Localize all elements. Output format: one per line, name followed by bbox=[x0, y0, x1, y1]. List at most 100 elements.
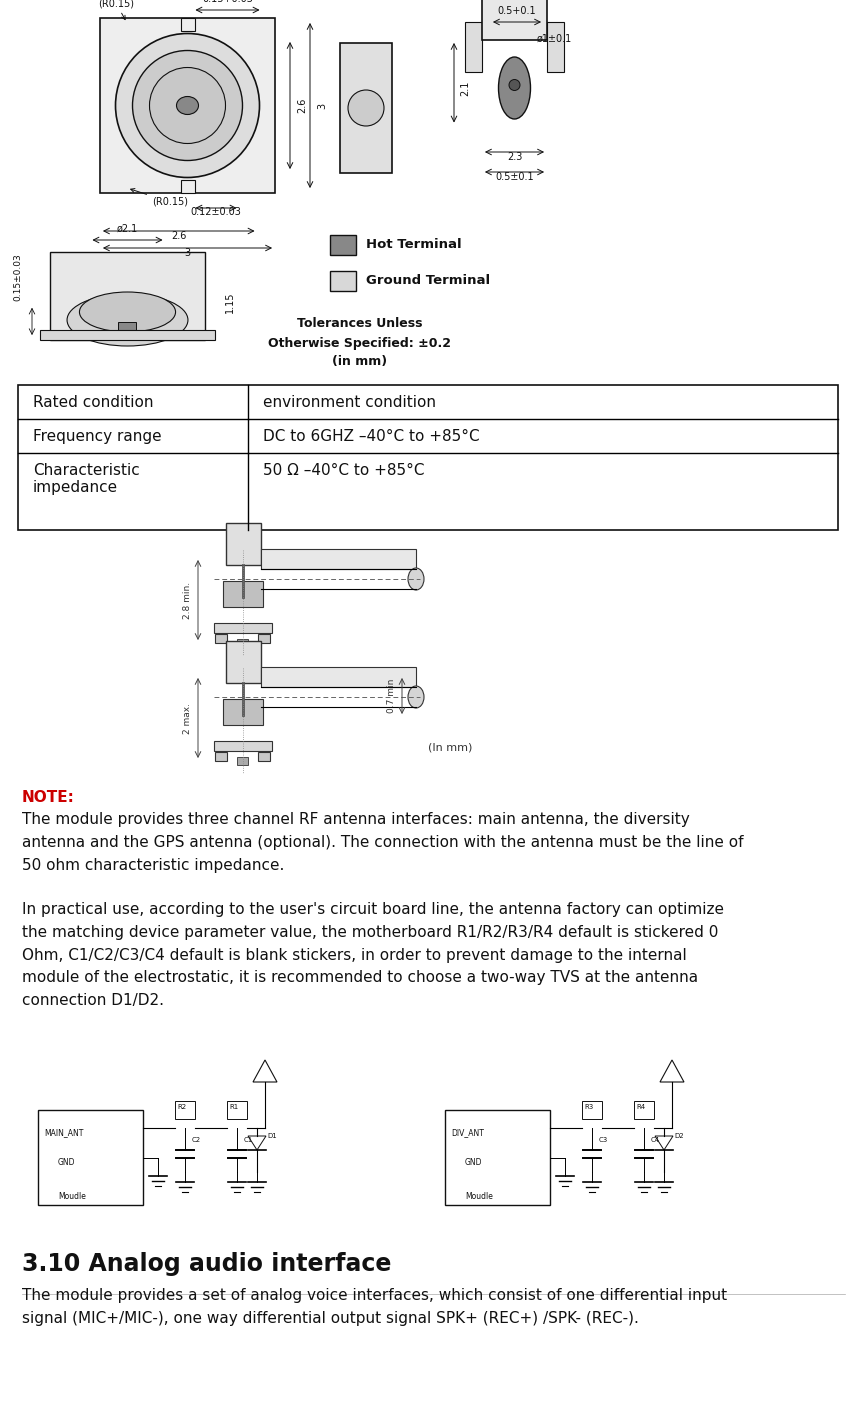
Bar bbox=[119, 323, 137, 335]
Bar bbox=[258, 752, 270, 761]
Bar bbox=[445, 1110, 550, 1205]
Text: R1: R1 bbox=[229, 1105, 238, 1110]
Text: C3: C3 bbox=[599, 1137, 608, 1143]
Text: 0.5+0.1: 0.5+0.1 bbox=[497, 6, 536, 15]
Text: 3: 3 bbox=[317, 103, 327, 108]
Circle shape bbox=[150, 68, 226, 144]
Bar bbox=[181, 180, 195, 193]
Text: 0.15±0.03: 0.15±0.03 bbox=[14, 254, 22, 302]
Bar bbox=[237, 640, 248, 647]
Text: C4: C4 bbox=[651, 1137, 660, 1143]
Bar bbox=[38, 1110, 143, 1205]
Text: C1: C1 bbox=[244, 1137, 253, 1143]
Polygon shape bbox=[660, 1060, 684, 1082]
Text: (In mm): (In mm) bbox=[428, 743, 472, 752]
Ellipse shape bbox=[80, 292, 176, 333]
Text: R2: R2 bbox=[177, 1105, 186, 1110]
Bar bbox=[582, 1100, 602, 1119]
Ellipse shape bbox=[176, 96, 198, 114]
Text: Characteristic
impedance: Characteristic impedance bbox=[33, 464, 140, 496]
Bar bbox=[465, 23, 482, 72]
Text: 0.5±0.1: 0.5±0.1 bbox=[495, 172, 534, 182]
Bar bbox=[547, 23, 564, 72]
Bar bbox=[237, 757, 248, 765]
Text: D1: D1 bbox=[267, 1133, 277, 1138]
Text: 2 max.: 2 max. bbox=[183, 703, 193, 734]
Text: (R0.15): (R0.15) bbox=[131, 189, 188, 207]
Bar bbox=[175, 1100, 195, 1119]
Text: The module provides a set of analog voice interfaces, which consist of one diffe: The module provides a set of analog voic… bbox=[22, 1288, 727, 1326]
Text: DIV_ANT: DIV_ANT bbox=[451, 1129, 484, 1137]
Text: DC to 6GHZ –40°C to +85°C: DC to 6GHZ –40°C to +85°C bbox=[263, 428, 479, 444]
Text: Tolerances Unless: Tolerances Unless bbox=[298, 317, 423, 330]
Bar bbox=[215, 634, 227, 643]
Bar bbox=[18, 385, 838, 530]
Text: 2.3: 2.3 bbox=[507, 152, 522, 162]
Circle shape bbox=[348, 90, 384, 125]
Bar bbox=[223, 581, 263, 607]
Bar bbox=[226, 523, 261, 565]
Text: 3.10 Analog audio interface: 3.10 Analog audio interface bbox=[22, 1253, 391, 1277]
Ellipse shape bbox=[408, 568, 424, 590]
Text: C2: C2 bbox=[192, 1137, 202, 1143]
Bar bbox=[226, 641, 261, 683]
Text: 2.6: 2.6 bbox=[171, 231, 187, 241]
Text: Moudle: Moudle bbox=[58, 1192, 86, 1200]
Text: 0.12±0.03: 0.12±0.03 bbox=[190, 207, 241, 217]
Bar bbox=[261, 550, 416, 569]
Text: R4: R4 bbox=[636, 1105, 645, 1110]
Text: 50 Ω –40°C to +85°C: 50 Ω –40°C to +85°C bbox=[263, 464, 425, 478]
Text: Ground Terminal: Ground Terminal bbox=[366, 275, 490, 287]
Bar bbox=[258, 634, 270, 643]
Circle shape bbox=[116, 34, 260, 178]
Text: ø2.1: ø2.1 bbox=[117, 224, 138, 234]
Text: 2.6: 2.6 bbox=[297, 97, 307, 113]
Bar bbox=[330, 235, 356, 255]
Text: Rated condition: Rated condition bbox=[33, 395, 153, 410]
Text: In practical use, according to the user's circuit board line, the antenna factor: In practical use, according to the user'… bbox=[22, 902, 724, 1009]
Text: NOTE:: NOTE: bbox=[22, 790, 75, 805]
Polygon shape bbox=[248, 1136, 266, 1150]
Text: Moudle: Moudle bbox=[465, 1192, 493, 1200]
Text: 3: 3 bbox=[184, 248, 190, 258]
Circle shape bbox=[132, 51, 242, 161]
Bar bbox=[261, 666, 416, 688]
Bar bbox=[482, 0, 547, 39]
Text: Hot Terminal: Hot Terminal bbox=[366, 238, 462, 251]
Text: The module provides three channel RF antenna interfaces: main antenna, the diver: The module provides three channel RF ant… bbox=[22, 812, 744, 872]
Text: environment condition: environment condition bbox=[263, 395, 436, 410]
Text: Otherwise Specified: ±0.2: Otherwise Specified: ±0.2 bbox=[268, 337, 452, 349]
Bar bbox=[214, 741, 272, 751]
Bar bbox=[100, 18, 275, 193]
Polygon shape bbox=[253, 1060, 277, 1082]
Text: MAIN_ANT: MAIN_ANT bbox=[44, 1129, 83, 1137]
Polygon shape bbox=[655, 1136, 673, 1150]
Text: 2.8 min.: 2.8 min. bbox=[183, 582, 193, 619]
Bar bbox=[214, 623, 272, 633]
Ellipse shape bbox=[498, 56, 530, 118]
Text: ø1±0.1: ø1±0.1 bbox=[537, 34, 573, 44]
Text: 0.15+0.03: 0.15+0.03 bbox=[202, 0, 253, 4]
Text: Frequency range: Frequency range bbox=[33, 428, 162, 444]
Bar bbox=[227, 1100, 247, 1119]
Bar bbox=[634, 1100, 654, 1119]
Circle shape bbox=[509, 79, 520, 90]
Bar bbox=[215, 752, 227, 761]
Ellipse shape bbox=[408, 686, 424, 707]
Bar bbox=[223, 699, 263, 726]
Text: (in mm): (in mm) bbox=[332, 355, 388, 368]
Bar bbox=[181, 18, 195, 31]
Text: 1.15: 1.15 bbox=[225, 292, 235, 313]
Bar bbox=[50, 252, 205, 340]
Ellipse shape bbox=[67, 294, 188, 347]
Text: D2: D2 bbox=[674, 1133, 683, 1138]
Text: GND: GND bbox=[58, 1158, 75, 1167]
Text: GND: GND bbox=[465, 1158, 483, 1167]
Bar bbox=[340, 44, 392, 173]
Text: 0.7 min: 0.7 min bbox=[388, 679, 396, 713]
Text: R3: R3 bbox=[584, 1105, 593, 1110]
Bar bbox=[330, 271, 356, 292]
Text: 2.1: 2.1 bbox=[460, 80, 470, 96]
Bar bbox=[40, 330, 215, 340]
Text: (R0.15): (R0.15) bbox=[98, 0, 134, 20]
